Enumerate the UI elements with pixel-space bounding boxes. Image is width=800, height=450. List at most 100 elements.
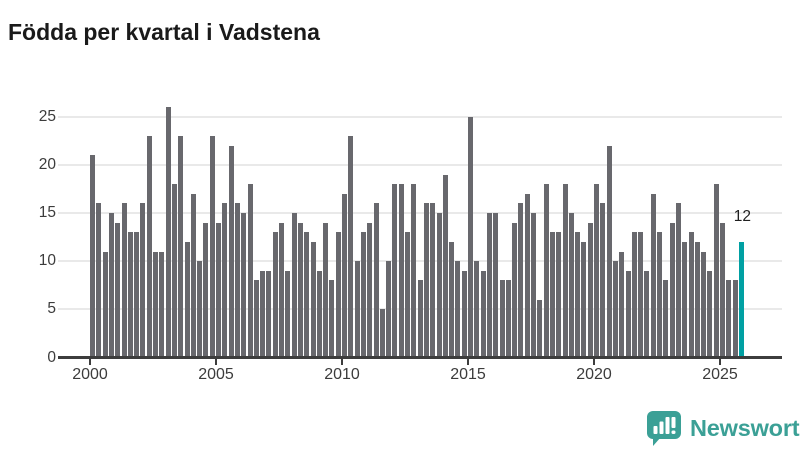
bar [360,232,366,358]
bar [524,193,530,358]
bar [121,203,127,358]
bar-chart-speech-bubble-icon [646,411,683,446]
y-axis-label: 15 [38,204,56,222]
bar [279,222,284,358]
bar [631,232,637,358]
bar [197,261,203,358]
x-axis-label: 2000 [72,366,108,383]
bar [247,184,253,358]
bar [436,213,442,358]
bar [260,270,266,358]
bar [518,203,524,358]
bar [316,270,322,358]
y-axis-label: 25 [38,107,56,125]
x-tick-mark [467,358,469,365]
bar [701,251,707,358]
bar [606,145,612,358]
bar [90,155,95,358]
bar [392,184,398,358]
bar [153,251,158,358]
bar [423,203,429,358]
bar [190,193,196,358]
x-tick-mark [719,358,721,365]
bar [468,116,473,358]
bar [291,213,297,358]
gridline [58,163,782,166]
bar [594,184,599,358]
bar [297,222,303,358]
bar [253,280,259,358]
bar [568,213,574,358]
gridline [58,212,782,215]
bar [556,232,562,358]
bar [96,203,102,358]
bar [159,251,165,358]
bar [108,213,114,358]
bar [663,280,669,358]
bar [417,280,423,358]
newsworthy-logo: Newsworthy [646,411,800,446]
bar [499,280,505,358]
bar [562,184,568,358]
bar [354,261,360,358]
bar [512,222,518,358]
bar [323,222,329,358]
bar [222,203,228,358]
bar [335,232,341,358]
bar [209,136,215,358]
bar [575,232,581,358]
bar [726,280,732,358]
y-axis-label: 20 [38,155,56,173]
bar [675,203,681,358]
bar [694,241,700,358]
bar [342,193,347,358]
x-tick-mark [341,358,343,365]
x-tick-mark [89,358,91,365]
bar [657,232,662,358]
bar [612,261,618,358]
x-axis-label: 2020 [576,366,612,383]
bar [165,107,171,358]
y-axis-label: 10 [38,252,56,270]
bar [285,270,291,358]
bar [480,270,486,358]
bar [531,213,536,358]
bar [549,232,555,358]
bar [228,145,234,358]
bar [266,270,272,358]
bar [146,136,152,358]
bar [455,261,461,358]
bar [581,241,587,358]
bar [102,251,108,358]
bar [310,241,316,358]
bar [474,261,480,358]
bar [543,184,549,358]
bar [184,241,190,358]
bar [486,213,492,358]
bar [537,299,543,358]
bar [272,232,278,358]
bar [682,241,688,358]
value-annotation: 12 [733,207,752,225]
x-axis-line [58,356,782,359]
bar [411,184,417,358]
bar [329,280,335,358]
x-axis-label: 2015 [450,366,486,383]
bar [720,222,725,358]
bar [688,232,694,358]
bar [493,213,499,358]
bar [134,232,140,358]
bar [373,203,379,358]
bar [405,232,410,358]
bar [216,222,221,358]
bar [707,270,713,358]
bar [348,136,354,358]
bar [638,232,644,358]
x-tick-mark [593,358,595,365]
bar [367,222,373,358]
bar [449,241,455,358]
gridline [58,260,782,263]
bar [115,222,121,358]
x-axis-label: 2010 [324,366,360,383]
highlight-bar [738,241,744,358]
